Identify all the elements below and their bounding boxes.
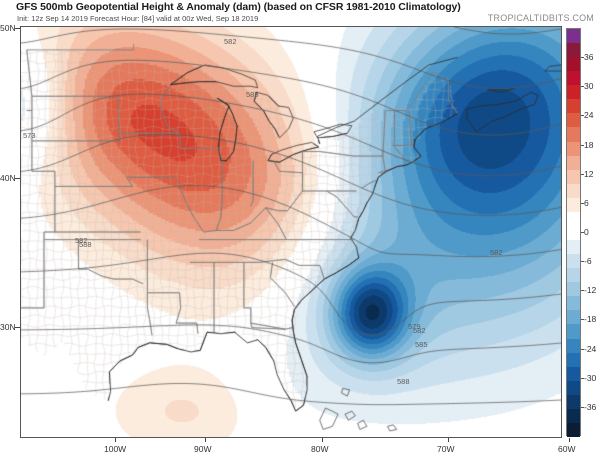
colorbar-tick-label: 24	[584, 110, 594, 121]
anomaly-colorbar	[566, 28, 581, 438]
colorbar-segment	[567, 85, 580, 100]
site-watermark: TROPICALTIDBITS.COM	[487, 13, 594, 23]
colorbar-tick-label: 30	[584, 81, 594, 92]
colorbar-segment	[567, 113, 580, 128]
colorbar-tick	[581, 202, 584, 204]
colorbar-tick-label: -36	[584, 401, 597, 412]
colorbar-segment	[567, 155, 580, 171]
colorbar-segment	[567, 394, 580, 410]
colorbar-segment	[567, 380, 580, 396]
x-tick	[322, 438, 323, 442]
y-tick	[15, 28, 20, 29]
y-tick-label: 40N	[0, 173, 16, 183]
colorbar-segment	[567, 254, 580, 269]
contour-label: 582	[224, 37, 237, 46]
contour-label: 585	[246, 90, 259, 99]
colorbar-segment	[567, 296, 580, 311]
contour-label: 582	[490, 248, 503, 257]
colorbar-tick-label: -12	[584, 285, 597, 296]
colorbar-segment	[567, 197, 580, 213]
x-tick-label: 70W	[437, 444, 455, 454]
colorbar-segment	[567, 352, 580, 368]
colorbar-tick	[581, 115, 584, 117]
colorbar-segment	[567, 127, 580, 142]
model-run-info: Init: 12z Sep 14 2019 Forecast Hour: [84…	[17, 14, 259, 23]
colorbar-segment	[567, 366, 580, 382]
colorbar-segment	[567, 282, 580, 297]
x-tick-label: 60W	[558, 444, 576, 454]
map-plot-area[interactable]: 582 585 573 582 588 582 579 582 585 588	[20, 26, 562, 438]
colorbar-tick	[581, 173, 584, 175]
colorbar-segment	[567, 338, 580, 353]
colorbar-segment	[567, 71, 580, 86]
colorbar-tick	[581, 377, 584, 379]
colorbar-segment	[567, 408, 580, 424]
y-tick	[15, 327, 20, 328]
colorbar-segment	[567, 240, 580, 255]
colorbar-tick	[581, 406, 584, 408]
colorbar-tick-label: 18	[584, 139, 594, 150]
colorbar-segment	[567, 211, 580, 227]
colorbar-tick-label: -18	[584, 314, 597, 325]
colorbar-tick-label: -6	[584, 256, 592, 267]
colorbar-segment	[567, 29, 580, 44]
colorbar-segment	[567, 310, 580, 325]
contour-label: 573	[23, 131, 36, 140]
y-tick-label: 30N	[0, 322, 16, 332]
x-tick-label: 100W	[104, 444, 127, 454]
x-tick-label: 80W	[311, 444, 329, 454]
contour-label: 582	[413, 326, 426, 335]
colorbar-segment	[567, 268, 580, 283]
x-tick-label: 90W	[194, 444, 212, 454]
colorbar-tick	[581, 144, 584, 146]
contour-label: 579	[408, 322, 421, 331]
map-canvas	[21, 27, 561, 437]
colorbar-segment	[567, 141, 580, 157]
colorbar-tick-label: 36	[584, 52, 594, 63]
y-tick-label: 50N	[0, 23, 16, 33]
x-tick	[569, 438, 570, 442]
colorbar-segment	[567, 324, 580, 339]
page-title: GFS 500mb Geopotential Height & Anomaly …	[16, 1, 461, 13]
colorbar-tick-label: -24	[584, 343, 597, 354]
map-header: GFS 500mb Geopotential Height & Anomaly …	[0, 0, 600, 26]
colorbar-segment	[567, 43, 580, 58]
colorbar-tick-label: 6	[584, 197, 589, 208]
colorbar-segment	[567, 57, 580, 72]
colorbar-segment	[567, 225, 580, 241]
colorbar-tick	[581, 57, 584, 59]
colorbar-segment	[567, 422, 580, 438]
colorbar-segment	[567, 99, 580, 114]
contour-label: 582	[75, 236, 88, 245]
x-tick	[448, 438, 449, 442]
colorbar-tick	[581, 86, 584, 88]
contour-label: 585	[415, 340, 428, 349]
colorbar-segment	[567, 169, 580, 185]
colorbar-tick	[581, 290, 584, 292]
contour-label: 588	[79, 240, 92, 249]
x-tick	[115, 438, 116, 442]
x-tick	[205, 438, 206, 442]
colorbar-tick	[581, 261, 584, 263]
colorbar-segment	[567, 183, 580, 199]
colorbar-tick	[581, 232, 584, 233]
colorbar-tick-label: 0	[584, 227, 589, 237]
y-tick	[15, 178, 20, 179]
colorbar-tick	[581, 348, 584, 350]
colorbar-tick-label: -30	[584, 372, 597, 383]
contour-label: 588	[397, 377, 410, 386]
colorbar-tick	[581, 319, 584, 321]
colorbar-tick-label: 12	[584, 168, 594, 179]
